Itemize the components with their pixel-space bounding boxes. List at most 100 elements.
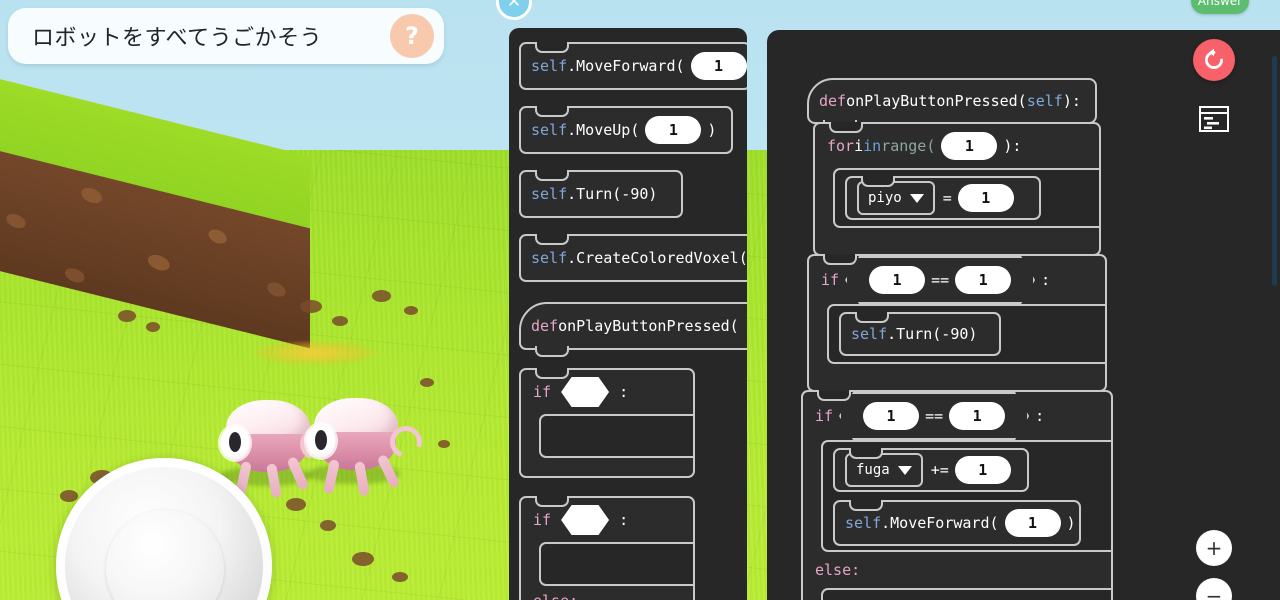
palette-block-if-1[interactable]: if : <box>519 368 695 478</box>
code-canvas-panel[interactable]: def onPlayButtonPressed(self): for i in … <box>767 30 1280 600</box>
dirt-patch <box>438 440 450 448</box>
number-input-piyo-value[interactable]: 1 <box>957 184 1014 212</box>
robot-pupil <box>229 432 241 452</box>
block-assign-piyo[interactable]: piyo = 1 <box>845 176 1041 220</box>
robot-pupil <box>315 430 327 450</box>
reload-icon <box>1205 48 1223 69</box>
dirt-patch <box>392 572 408 582</box>
block-if-2[interactable]: if 1 == 1 : fuga <box>801 390 1113 600</box>
block-notch <box>535 496 569 507</box>
block-notch <box>823 254 857 265</box>
dirt-patch <box>60 490 78 502</box>
code-token-self: self <box>1026 92 1063 110</box>
palette-block-token: .Turn(-90) <box>567 185 658 203</box>
for-footer <box>815 228 1099 254</box>
zoom-out-button[interactable]: − <box>1196 578 1232 600</box>
page-title: ロボットをすべてうごかそう <box>32 26 323 51</box>
else-header: else: <box>521 586 693 600</box>
for-body-slot[interactable]: piyo = 1 <box>833 168 1099 228</box>
number-input[interactable]: 1 <box>645 116 702 144</box>
palette-block-create-colored-voxel[interactable]: self .CreateColoredVoxel( <box>519 234 747 282</box>
code-token-in: in <box>863 137 882 155</box>
condition-slot[interactable] <box>561 377 610 407</box>
if-header: if 1 == 1 : <box>809 256 1105 304</box>
condition-comparison[interactable]: 1 == 1 <box>845 256 1035 304</box>
number-input[interactable]: 1 <box>690 52 747 80</box>
mission-title-bar: ロボットをすべてうごかそう ? <box>8 8 444 64</box>
palette-block-token: self <box>531 185 568 203</box>
if-body-slot[interactable]: self .Turn(-90) <box>827 304 1105 364</box>
palette-block-turn[interactable]: self .Turn(-90) <box>519 170 683 218</box>
code-token-range: range( <box>881 137 936 155</box>
palette-block-move-up[interactable]: self .MoveUp( 1 ) <box>519 106 733 154</box>
condition-comparison[interactable]: 1 == 1 <box>839 392 1029 440</box>
dirt-patch <box>146 322 160 332</box>
number-input-right[interactable]: 1 <box>955 266 1011 294</box>
palette-block-token: .CreateColoredVoxel( <box>567 249 747 267</box>
palette-block-token: if <box>533 511 552 529</box>
if-footer <box>809 364 1105 390</box>
condition-slot[interactable] <box>561 505 610 535</box>
joystick-knob[interactable] <box>106 510 224 600</box>
block-if-1[interactable]: if 1 == 1 : self .Turn(-90) <box>807 254 1107 392</box>
block-assign-fuga[interactable]: fuga += 1 <box>833 448 1029 492</box>
assign-operator: += <box>930 461 949 479</box>
if-footer <box>521 458 693 476</box>
variable-dropdown-label: piyo <box>868 190 902 206</box>
number-input-left[interactable]: 1 <box>863 402 919 430</box>
canvas-scrollbar[interactable] <box>1272 56 1277 286</box>
block-notch <box>817 390 851 401</box>
palette-block-token: : <box>619 383 629 401</box>
block-move-forward[interactable]: self .MoveForward( 1 ) <box>833 500 1081 546</box>
variable-dropdown-fuga[interactable]: fuga <box>845 453 923 487</box>
code-token-method: .Turn(-90) <box>887 325 978 343</box>
code-token-self: self <box>845 514 882 532</box>
close-icon[interactable]: ✕ <box>496 0 532 20</box>
help-icon[interactable]: ? <box>390 14 434 58</box>
block-notch <box>535 234 569 245</box>
robot-character[interactable] <box>296 388 428 497</box>
code-token-loopvar: i <box>854 137 864 155</box>
palette-block-token: : <box>619 511 629 529</box>
number-input-move-distance[interactable]: 1 <box>1004 509 1061 537</box>
block-def-onplaybuttonpressed[interactable]: def onPlayButtonPressed(self): <box>807 78 1097 131</box>
palette-block-if-2[interactable]: if : else: <box>519 496 695 600</box>
palette-block-token: if <box>533 383 552 401</box>
number-input-right[interactable]: 1 <box>949 402 1005 430</box>
if-body-slot[interactable]: fuga += 1 self .MoveForward( 1 ) <box>821 440 1111 552</box>
block-notch <box>849 500 883 511</box>
block-for-loop[interactable]: for i in range( 1 ): piyo = 1 <box>813 122 1101 256</box>
answer-button[interactable]: Answer <box>1191 0 1249 14</box>
else-body-slot[interactable] <box>821 588 1111 600</box>
dirt-patch <box>300 300 322 313</box>
block-notch <box>861 176 895 187</box>
block-palette-panel[interactable]: self .MoveForward( 1 self .MoveUp( 1 ) sel… <box>509 28 747 600</box>
code-view-button[interactable] <box>1199 106 1229 132</box>
number-input-fuga-value[interactable]: 1 <box>954 456 1011 484</box>
reset-button[interactable] <box>1193 39 1235 81</box>
number-input-range-count[interactable]: 1 <box>941 132 998 160</box>
palette-block-token: else: <box>533 592 578 600</box>
block-turn[interactable]: self .Turn(-90) <box>839 312 1001 356</box>
palette-block-token: .MoveUp( <box>567 121 640 139</box>
palette-block-token: onPlayButtonPressed( <box>558 317 739 335</box>
block-notch <box>535 346 569 357</box>
robot-character[interactable] <box>208 390 338 499</box>
dirt-patch <box>118 310 136 322</box>
virtual-joystick[interactable] <box>56 458 272 600</box>
block-notch <box>535 170 569 181</box>
code-token-if: if <box>821 271 840 289</box>
palette-block-def-onplaybuttonpressed[interactable]: def onPlayButtonPressed( <box>519 302 747 357</box>
for-header: for i in range( 1 ): <box>815 124 1099 168</box>
palette-block-token: ) <box>707 121 717 139</box>
zoom-in-button[interactable]: + <box>1196 530 1232 566</box>
code-token-self: self <box>851 325 888 343</box>
number-input-left[interactable]: 1 <box>869 266 925 294</box>
dirt-patch <box>352 552 374 566</box>
dirt-patch <box>404 306 418 315</box>
code-token-tail: ): <box>1062 92 1081 110</box>
block-notch <box>535 42 569 53</box>
palette-block-move-forward[interactable]: self .MoveForward( 1 <box>519 42 747 90</box>
if-body-slot[interactable] <box>539 542 693 586</box>
if-body-slot[interactable] <box>539 414 693 458</box>
